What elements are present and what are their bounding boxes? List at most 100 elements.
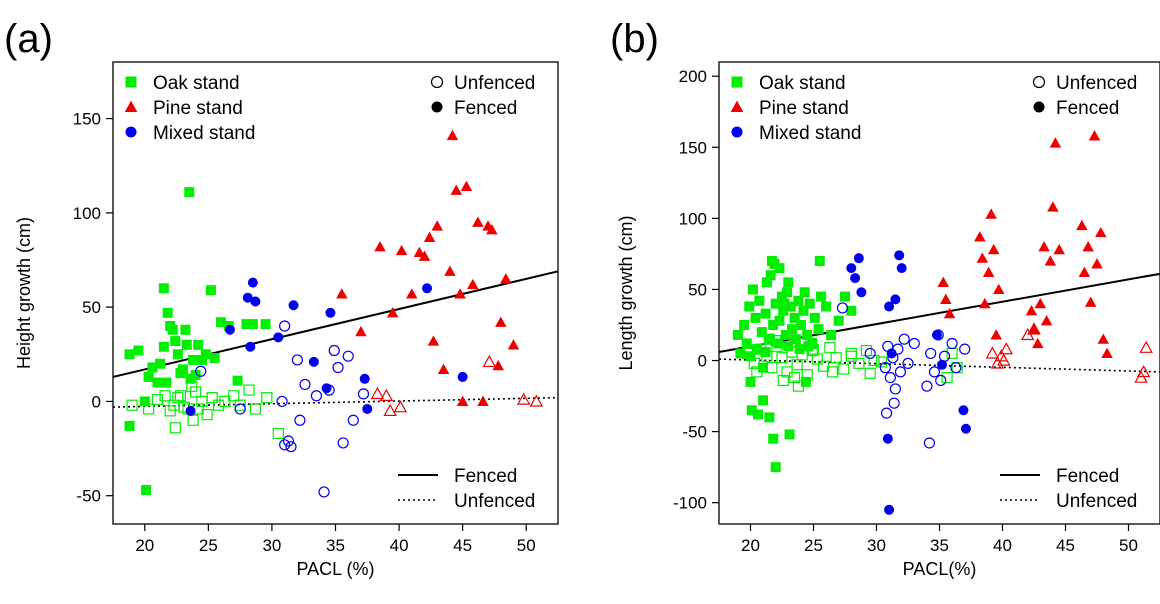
point-mixed-unfenced: [902, 357, 914, 369]
point-mixed-fenced: [185, 405, 196, 416]
y-axis-title-b: Length growth (cm): [616, 215, 636, 370]
point-oak-unfenced: [853, 357, 865, 369]
point-oak-unfenced: [788, 371, 801, 384]
point-oak-fenced: [124, 420, 135, 431]
point-pine-unfenced: [383, 403, 397, 417]
point-oak-unfenced: [761, 350, 773, 362]
point-mixed-fenced: [457, 371, 468, 382]
point-oak-unfenced: [875, 356, 888, 368]
x-tick-label: 45: [1056, 536, 1075, 555]
point-mixed-unfenced: [888, 397, 900, 409]
point-oak-fenced: [139, 396, 150, 407]
point-pine-fenced: [1084, 296, 1097, 307]
point-oak-fenced: [209, 353, 220, 364]
point-mixed-unfenced: [282, 435, 295, 447]
x-tick-label: 45: [453, 536, 472, 555]
point-pine-fenced: [427, 335, 440, 346]
point-pine-fenced: [1097, 333, 1110, 344]
x-tick-label: 25: [804, 536, 823, 555]
point-pine-fenced: [982, 266, 995, 277]
point-oak-fenced: [809, 312, 820, 323]
point-oak-unfenced: [776, 352, 788, 364]
point-pine-fenced: [492, 359, 504, 371]
point-oak-fenced: [846, 305, 857, 316]
legend-marker-mixed-stand: [125, 126, 137, 138]
point-oak-unfenced: [845, 350, 857, 362]
y-tick-label: 200: [679, 67, 707, 86]
point-oak-fenced: [804, 298, 815, 309]
legend-label: Mixed stand: [153, 123, 255, 144]
point-oak-fenced: [799, 287, 810, 298]
point-mixed-unfenced: [342, 350, 354, 362]
point-pine-fenced: [979, 297, 991, 309]
point-pine-fenced: [1053, 243, 1065, 255]
legend-marker-unfenced: [1032, 75, 1046, 89]
point-pine-fenced: [1078, 266, 1091, 277]
y-tick-label: 150: [679, 138, 707, 157]
point-mixed-fenced: [359, 373, 370, 384]
point-mixed-fenced: [422, 283, 433, 294]
point-pine-fenced: [937, 276, 950, 287]
point-pine-fenced: [1082, 241, 1094, 252]
point-mixed-unfenced: [894, 366, 907, 378]
point-oak-unfenced: [748, 357, 760, 369]
point-mixed-unfenced: [898, 333, 910, 345]
point-pine-fenced: [990, 329, 1002, 340]
point-mixed-unfenced: [337, 437, 349, 449]
point-pine-fenced: [1040, 314, 1053, 326]
point-mixed-fenced: [273, 332, 284, 343]
point-oak-fenced: [840, 291, 850, 302]
point-pine-fenced: [1101, 347, 1113, 359]
legend-label: Pine stand: [759, 98, 849, 119]
point-mixed-fenced: [247, 277, 258, 288]
point-pine-fenced: [985, 208, 997, 219]
point-mixed-fenced: [882, 433, 893, 444]
point-pine-fenced: [437, 363, 450, 374]
point-oak-unfenced: [172, 392, 184, 404]
point-mixed-unfenced: [882, 340, 894, 352]
x-tick-label: 20: [741, 536, 760, 555]
point-oak-unfenced: [190, 386, 202, 398]
panel-label-b: (b): [610, 17, 659, 61]
point-oak-unfenced: [751, 366, 763, 378]
point-oak-unfenced: [860, 344, 873, 357]
point-oak-unfenced: [212, 399, 225, 411]
point-oak-fenced: [184, 187, 195, 198]
point-pine-fenced: [460, 180, 473, 192]
panel-label-a: (a): [4, 17, 53, 61]
point-pine-unfenced: [985, 346, 1000, 359]
point-oak-fenced: [141, 485, 152, 496]
point-mixed-unfenced: [959, 343, 971, 355]
point-pine-fenced: [472, 216, 484, 227]
point-pine-fenced: [992, 283, 1005, 295]
point-mixed-unfenced: [928, 366, 941, 378]
y-tick-label: 50: [688, 280, 707, 299]
point-mixed-unfenced: [323, 384, 335, 396]
point-mixed-unfenced: [946, 337, 958, 350]
point-oak-fenced: [197, 354, 207, 365]
point-pine-fenced: [1091, 258, 1103, 269]
legend-label: Mixed stand: [759, 123, 861, 144]
point-oak-unfenced: [801, 369, 813, 381]
point-oak-unfenced: [864, 367, 876, 379]
point-oak-unfenced: [151, 393, 164, 406]
point-oak-unfenced: [243, 384, 255, 396]
y-tick-label: -50: [76, 487, 101, 506]
point-oak-fenced: [753, 409, 764, 420]
point-oak-fenced: [745, 376, 756, 387]
legend-label: Unfenced: [454, 491, 535, 512]
point-oak-fenced: [177, 364, 188, 375]
point-oak-unfenced: [845, 347, 857, 360]
point-oak-fenced: [172, 349, 183, 360]
y-tick-label: -100: [673, 494, 707, 513]
point-pine-fenced: [454, 288, 466, 299]
legend-marker-pine-stand: [730, 100, 744, 113]
point-oak-fenced: [770, 298, 781, 309]
point-oak-unfenced: [228, 390, 240, 402]
point-pine-fenced: [1088, 130, 1101, 141]
point-pine-fenced: [486, 224, 498, 235]
point-mixed-unfenced: [889, 383, 902, 395]
point-oak-unfenced: [830, 352, 842, 364]
point-oak-fenced: [816, 291, 827, 302]
point-oak-fenced: [181, 339, 192, 350]
